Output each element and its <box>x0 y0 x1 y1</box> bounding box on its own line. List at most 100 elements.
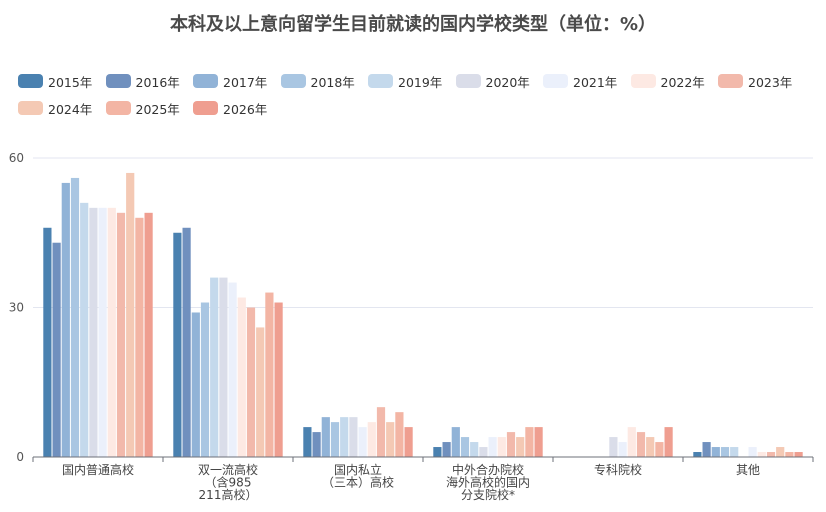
legend-item[interactable]: 2024年 <box>18 99 92 117</box>
legend-swatch <box>193 101 218 115</box>
bar[interactable] <box>52 242 61 457</box>
legend-item[interactable]: 2019年 <box>368 72 442 90</box>
bar[interactable] <box>711 447 720 457</box>
bar[interactable] <box>516 437 525 457</box>
bar[interactable] <box>794 452 803 457</box>
legend-item[interactable]: 2016年 <box>105 72 180 90</box>
bar[interactable] <box>126 172 135 457</box>
legend-swatch <box>718 74 743 88</box>
bar[interactable] <box>358 427 367 457</box>
bar[interactable] <box>702 442 711 457</box>
bar[interactable] <box>451 427 460 457</box>
y-tick-label: 60 <box>9 151 24 165</box>
bar[interactable] <box>340 417 349 457</box>
bar[interactable] <box>757 452 766 457</box>
bar[interactable] <box>506 432 516 457</box>
legend-item[interactable]: 2026年 <box>193 99 267 117</box>
bar[interactable] <box>321 417 330 457</box>
bar[interactable] <box>303 427 312 457</box>
bar[interactable] <box>479 447 488 457</box>
bar[interactable] <box>525 427 534 457</box>
bar[interactable] <box>98 207 107 457</box>
bar[interactable] <box>386 422 395 457</box>
legend-label: 2015年 <box>48 74 93 90</box>
bar[interactable] <box>173 232 182 457</box>
bar[interactable] <box>395 412 404 457</box>
bar[interactable] <box>433 447 442 457</box>
chart-title: 本科及以上意向留学生目前就读的国内学校类型（单位：%） <box>169 14 657 35</box>
bar[interactable] <box>655 442 664 457</box>
bar[interactable] <box>116 212 126 457</box>
legend-item[interactable]: 2018年 <box>280 72 355 90</box>
bar[interactable] <box>766 452 776 457</box>
bar[interactable] <box>200 302 210 457</box>
x-category-label: 国内普通高校 <box>62 462 134 477</box>
bar[interactable] <box>89 207 98 457</box>
bar[interactable] <box>144 212 153 457</box>
bar[interactable] <box>330 422 340 457</box>
legend-label: 2019年 <box>398 74 443 90</box>
legend-item[interactable]: 2025年 <box>105 99 180 117</box>
bar[interactable] <box>349 417 358 457</box>
legend-item[interactable]: 2023年 <box>718 72 792 90</box>
bar[interactable] <box>61 182 70 457</box>
bar[interactable] <box>470 442 479 457</box>
bar[interactable] <box>191 312 200 457</box>
bar[interactable] <box>376 407 386 457</box>
bar[interactable] <box>534 427 543 457</box>
legend-item[interactable]: 2020年 <box>455 72 530 90</box>
bar[interactable] <box>460 437 470 457</box>
bar[interactable] <box>627 427 636 457</box>
bar[interactable] <box>488 437 497 457</box>
bar[interactable] <box>182 227 191 457</box>
bar[interactable] <box>210 277 219 457</box>
legend-label: 2022年 <box>660 74 705 90</box>
bar[interactable] <box>70 177 80 457</box>
x-category-label: 专科院校 <box>594 462 642 477</box>
bar[interactable] <box>720 447 730 457</box>
bar[interactable] <box>135 217 144 457</box>
legend-swatch <box>18 101 43 115</box>
bar[interactable] <box>312 432 321 457</box>
legend-label: 2020年 <box>485 74 530 90</box>
legend-item[interactable]: 2022年 <box>630 72 705 90</box>
bar[interactable] <box>776 447 785 457</box>
legend-label: 2018年 <box>310 74 355 90</box>
bar[interactable] <box>636 432 646 457</box>
legend-item[interactable]: 2015年 <box>18 72 92 90</box>
x-category-label: 中外合办院校海外高校的国内分支院校* <box>446 462 530 502</box>
bar[interactable] <box>404 427 413 457</box>
bar[interactable] <box>693 452 702 457</box>
bar[interactable] <box>265 292 274 457</box>
bar[interactable] <box>618 442 627 457</box>
bar[interactable] <box>367 422 376 457</box>
bar[interactable] <box>219 277 228 457</box>
x-category-label: 双一流高校（含985 211高校） <box>198 462 258 502</box>
x-category-label: 国内私立（三本）高校 <box>322 462 394 490</box>
bar[interactable] <box>785 452 794 457</box>
bar[interactable] <box>228 282 237 457</box>
bar[interactable] <box>609 437 618 457</box>
legend-label: 2021年 <box>573 74 618 90</box>
bar[interactable] <box>748 447 757 457</box>
bar[interactable] <box>274 302 283 457</box>
legend-swatch <box>455 74 481 88</box>
legend-label: 2026年 <box>223 101 268 117</box>
bar[interactable] <box>442 442 451 457</box>
bar[interactable] <box>246 307 256 458</box>
legend-swatch <box>280 74 306 88</box>
legend-item[interactable]: 2017年 <box>193 72 267 90</box>
legend-item[interactable]: 2021年 <box>543 72 617 90</box>
bar[interactable] <box>80 202 89 457</box>
legend-label: 2023年 <box>748 74 793 90</box>
bar[interactable] <box>646 437 655 457</box>
bar[interactable] <box>730 447 739 457</box>
bar[interactable] <box>107 207 116 457</box>
bar[interactable] <box>43 227 52 457</box>
y-tick-label: 30 <box>9 301 24 315</box>
bar[interactable] <box>497 437 506 457</box>
bar[interactable] <box>664 427 673 457</box>
legend-swatch <box>368 74 393 88</box>
bar[interactable] <box>237 297 246 457</box>
bar[interactable] <box>256 327 265 457</box>
